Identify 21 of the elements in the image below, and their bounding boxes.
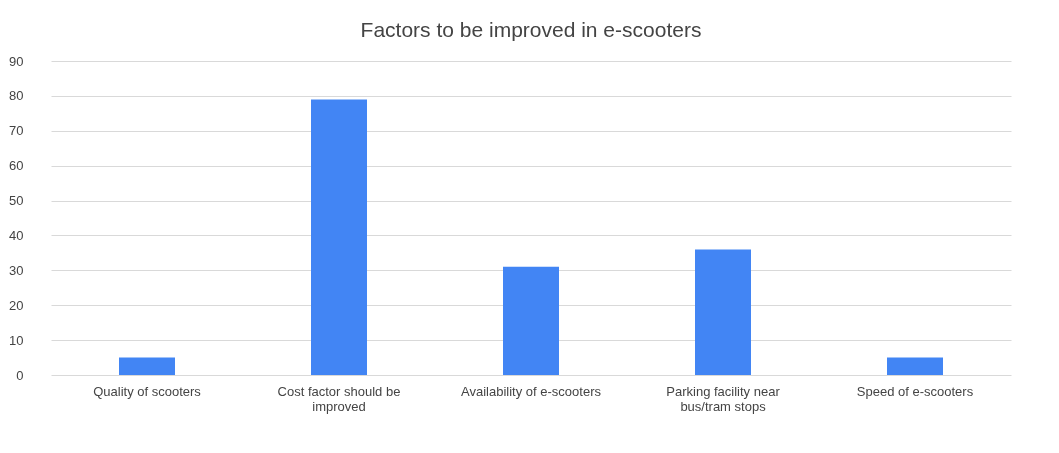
bar [503, 266, 559, 375]
y-tick-label: 10 [9, 332, 24, 348]
bar [887, 357, 943, 375]
y-tick-label: 60 [9, 158, 24, 174]
y-tick-label: 40 [9, 227, 24, 243]
chart-title: Factors to be improved in e-scooters [360, 18, 702, 41]
y-tick-label: 70 [9, 123, 24, 139]
y-tick-label: 30 [9, 262, 24, 278]
x-tick-label: Quality of scooters [93, 383, 202, 399]
y-tick-label: 50 [9, 193, 24, 209]
bar [695, 249, 751, 375]
y-tick-label: 20 [9, 297, 24, 313]
bar [311, 99, 367, 375]
y-tick-label: 90 [9, 53, 24, 69]
y-tick-label: 0 [16, 367, 24, 383]
x-tick-label: Availability of e-scooters [461, 383, 602, 399]
x-tick-label: Parking facility near bus/tram stops [666, 383, 781, 414]
x-tick-label: Cost factor should be improved [277, 383, 401, 414]
y-tick-label: 80 [9, 88, 24, 104]
x-tick-label: Speed of e-scooters [856, 383, 974, 399]
bar [119, 357, 175, 375]
